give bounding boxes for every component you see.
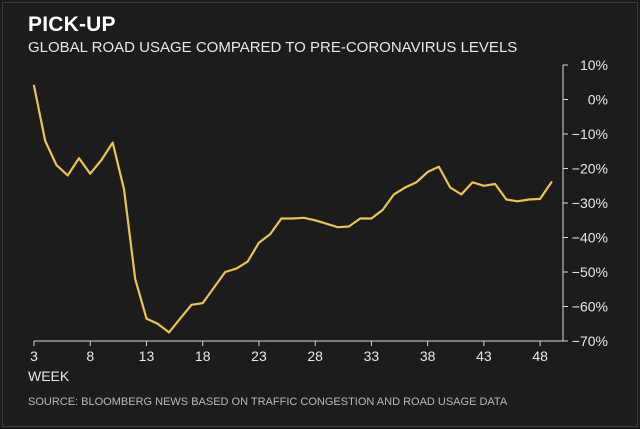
x-tick-label: 38 xyxy=(420,348,436,364)
y-tick-label: −10% xyxy=(572,126,608,142)
y-tick-label: −20% xyxy=(572,161,608,177)
chart-subtitle: GLOBAL ROAD USAGE COMPARED TO PRE-CORONA… xyxy=(28,39,518,56)
chart-axes: 3 8 13 18 23 28 33 38 43 4810%0%−10%−20%−30%−40%−… xyxy=(30,57,608,364)
y-tick-label: 10% xyxy=(580,57,608,73)
x-tick-label: 13 xyxy=(139,348,155,364)
chart-series xyxy=(32,84,553,334)
x-tick-label: 8 xyxy=(86,348,94,364)
y-tick-label: −70% xyxy=(572,333,608,349)
chart-title: PICK-UP xyxy=(28,13,116,36)
x-tick-label: 48 xyxy=(532,348,548,364)
x-tick-label: 23 xyxy=(251,348,267,364)
x-tick-label: 18 xyxy=(195,348,211,364)
x-tick-label: 33 xyxy=(364,348,380,364)
x-tick-label: 28 xyxy=(307,348,323,364)
y-tick-label: −60% xyxy=(572,299,608,315)
y-tick-label: −40% xyxy=(572,230,608,246)
y-tick-label: −50% xyxy=(572,264,608,280)
source-note: SOURCE: BLOOMBERG NEWS BASED ON TRAFFIC … xyxy=(28,396,508,408)
y-tick-label: 0% xyxy=(588,92,608,108)
x-tick-label: 43 xyxy=(476,348,492,364)
series-line-road-usage xyxy=(32,84,553,334)
x-axis-label: WEEK xyxy=(28,368,70,384)
x-tick-label: 3 xyxy=(30,348,38,364)
y-tick-label: −30% xyxy=(572,195,608,211)
